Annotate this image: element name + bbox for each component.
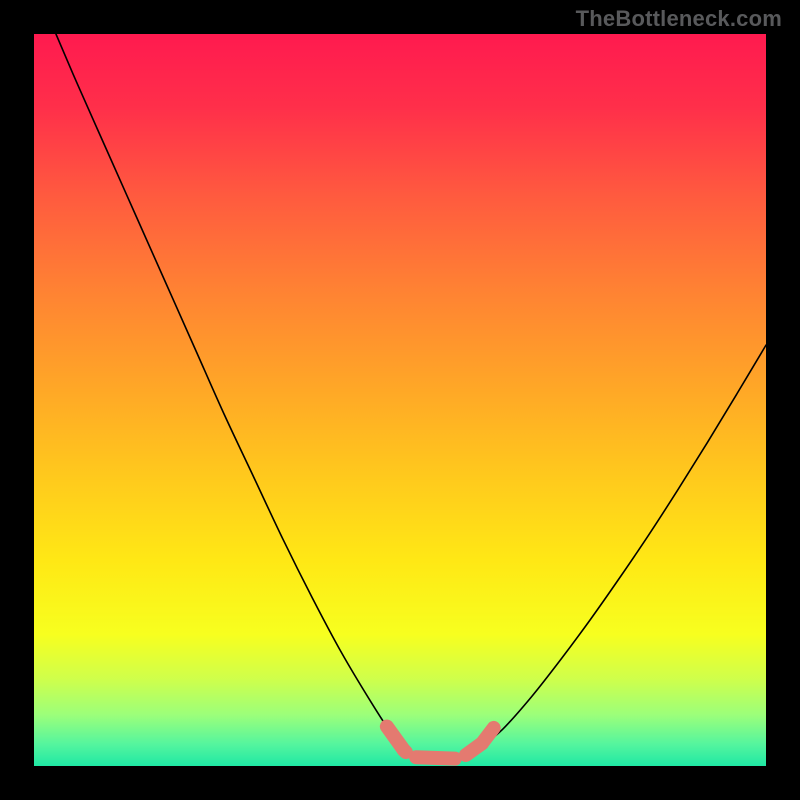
plot-background — [34, 34, 766, 766]
marker-segment — [404, 750, 406, 752]
marker-segment — [482, 728, 494, 743]
stage: TheBottleneck.com — [0, 0, 800, 800]
chart-svg — [0, 0, 800, 800]
marker-segment — [416, 757, 455, 758]
watermark-text: TheBottleneck.com — [576, 6, 782, 32]
